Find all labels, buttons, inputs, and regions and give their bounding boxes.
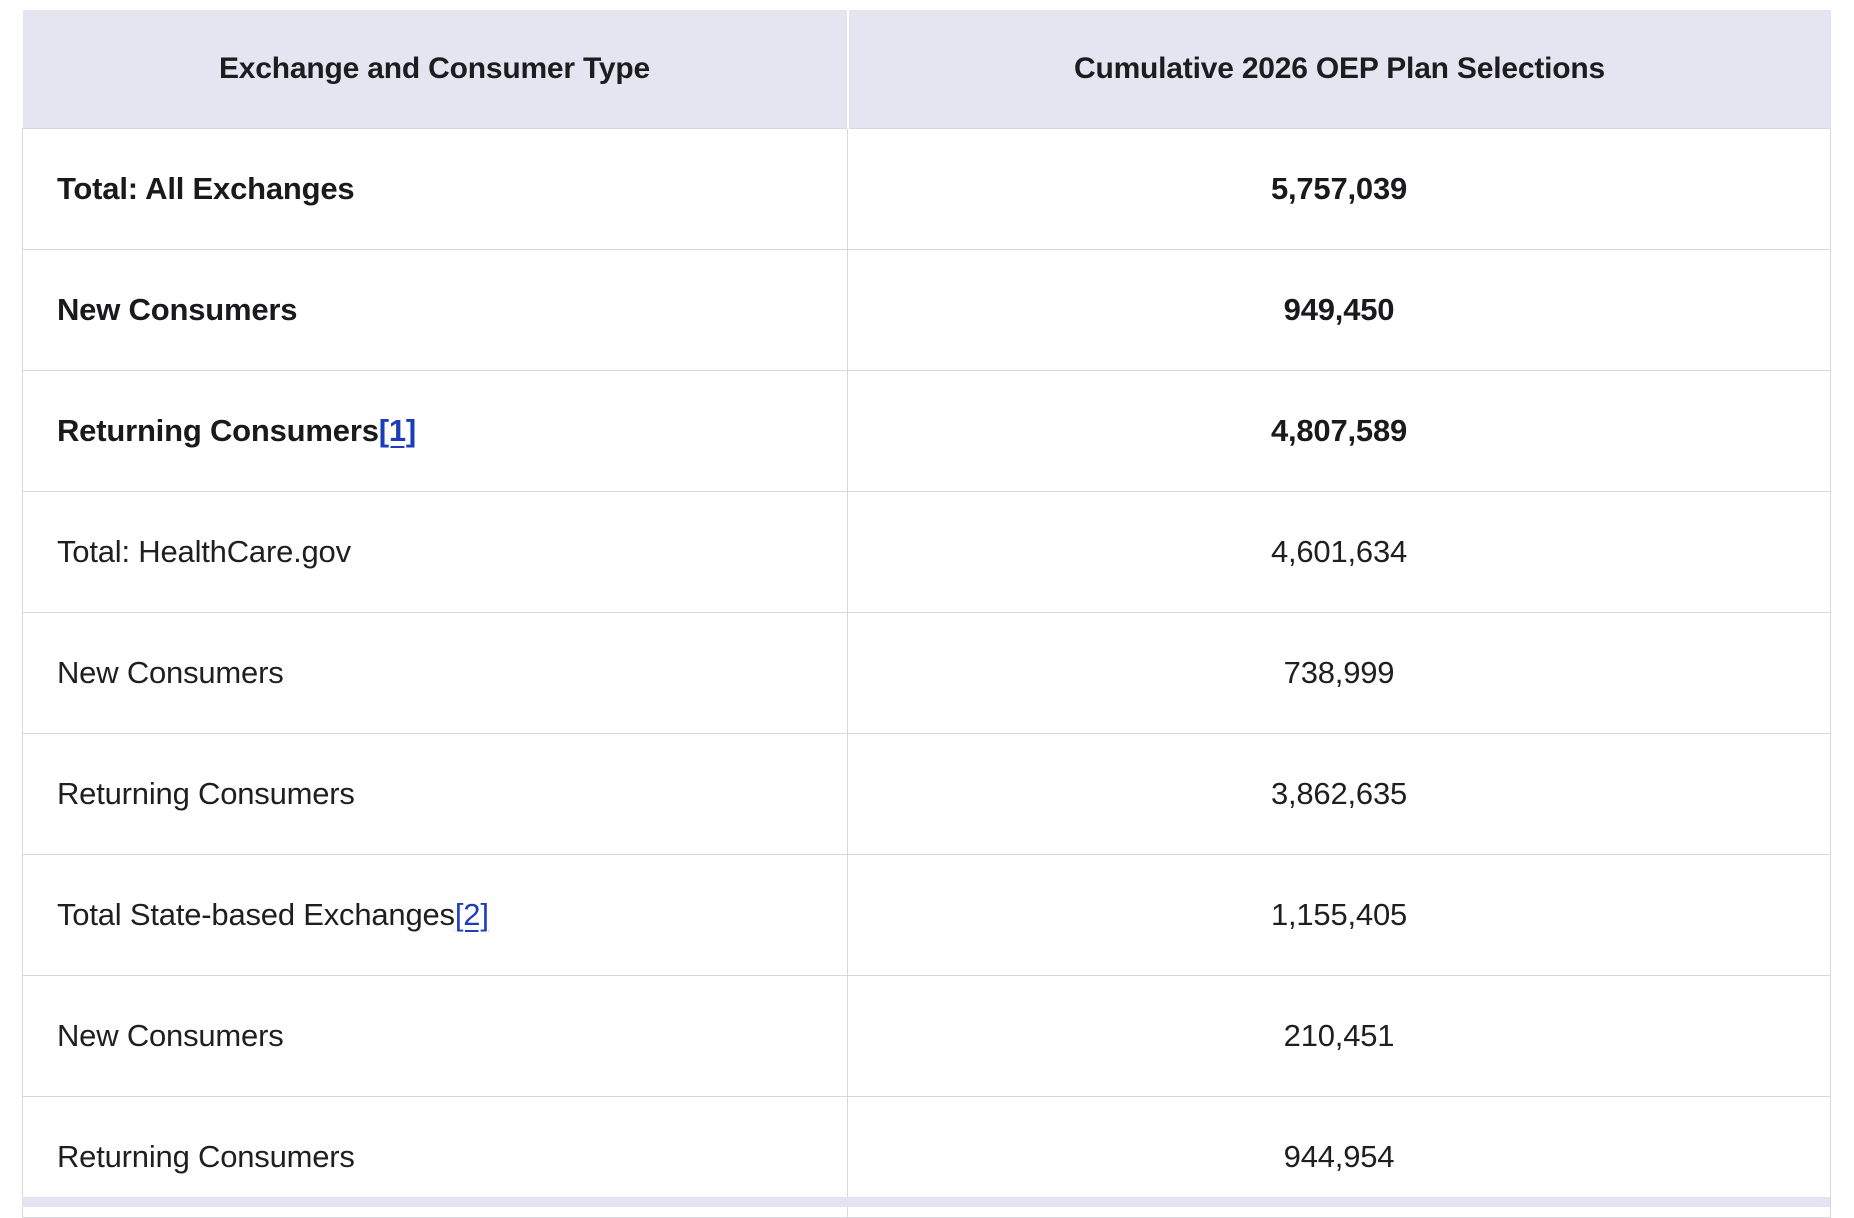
header-row: Exchange and Consumer Type Cumulative 20… bbox=[22, 10, 1831, 129]
row-label: Returning Consumers bbox=[57, 776, 355, 811]
plan-selections-table: Exchange and Consumer Type Cumulative 20… bbox=[22, 10, 1831, 1218]
next-table-header-partial bbox=[22, 1197, 1830, 1207]
row-label: Total: HealthCare.gov bbox=[57, 534, 351, 569]
table-row: Returning Consumers 3,862,635 bbox=[22, 733, 1831, 855]
footnote-link-1[interactable]: [1] bbox=[378, 413, 417, 448]
row-label: New Consumers bbox=[57, 655, 284, 690]
col-header-exchange-consumer-type: Exchange and Consumer Type bbox=[22, 10, 848, 129]
row-label-cell: New Consumers bbox=[22, 249, 848, 371]
table-row: Total State-based Exchanges[2] 1,155,405 bbox=[22, 854, 1831, 976]
row-value-cell: 1,155,405 bbox=[847, 854, 1831, 976]
table-row: New Consumers 738,999 bbox=[22, 612, 1831, 734]
row-label: New Consumers bbox=[57, 1018, 284, 1053]
row-value-cell: 3,862,635 bbox=[847, 733, 1831, 855]
table-row: New Consumers 949,450 bbox=[22, 249, 1831, 371]
row-value-cell: 210,451 bbox=[847, 975, 1831, 1097]
plan-selections-table-wrap: Exchange and Consumer Type Cumulative 20… bbox=[22, 10, 1831, 1218]
row-label-cell: Returning Consumers bbox=[22, 733, 848, 855]
row-label-cell: Returning Consumers[1] bbox=[22, 370, 848, 492]
table-row: New Consumers 210,451 bbox=[22, 975, 1831, 1097]
row-label: Returning Consumers bbox=[57, 1139, 355, 1174]
row-label-cell: New Consumers bbox=[22, 612, 848, 734]
row-value-cell: 949,450 bbox=[847, 249, 1831, 371]
table-row: Total: All Exchanges 5,757,039 bbox=[22, 128, 1831, 250]
row-label-cell: New Consumers bbox=[22, 975, 848, 1097]
row-value-cell: 4,807,589 bbox=[847, 370, 1831, 492]
row-value-cell: 738,999 bbox=[847, 612, 1831, 734]
row-value-cell: 5,757,039 bbox=[847, 128, 1831, 250]
row-label: Total: All Exchanges bbox=[57, 171, 355, 206]
footnote-link-2[interactable]: [2] bbox=[454, 897, 489, 932]
row-label-cell: Total: All Exchanges bbox=[22, 128, 848, 250]
row-label: Total State-based Exchanges bbox=[57, 897, 455, 932]
col-header-cumulative-plan-selections: Cumulative 2026 OEP Plan Selections bbox=[846, 10, 1831, 129]
row-label-cell: Total: HealthCare.gov bbox=[22, 491, 848, 613]
table-row: Total: HealthCare.gov 4,601,634 bbox=[22, 491, 1831, 613]
row-label-cell: Total State-based Exchanges[2] bbox=[22, 854, 848, 976]
table-row: Returning Consumers[1] 4,807,589 bbox=[22, 370, 1831, 492]
row-label: New Consumers bbox=[57, 292, 298, 327]
row-label: Returning Consumers bbox=[57, 413, 379, 448]
row-value-cell: 4,601,634 bbox=[847, 491, 1831, 613]
